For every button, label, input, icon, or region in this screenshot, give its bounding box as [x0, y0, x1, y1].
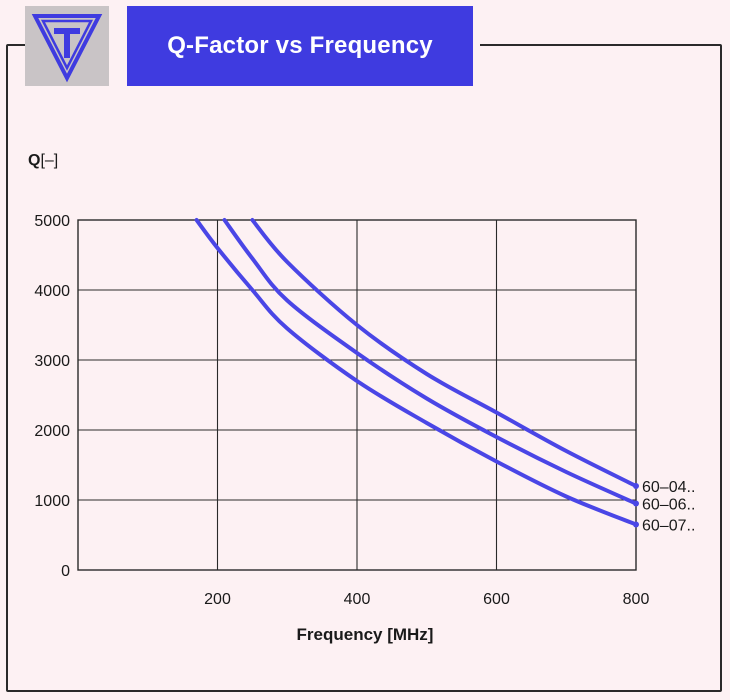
chart-title: Q-Factor vs Frequency — [127, 6, 473, 86]
y-tick-label: 3000 — [34, 353, 70, 370]
series-end-point — [633, 483, 639, 489]
y-tick-label: 1000 — [34, 493, 70, 510]
x-tick-label: 800 — [623, 591, 650, 608]
series-line — [222, 218, 638, 506]
x-tick-label: 400 — [344, 591, 371, 608]
company-logo — [25, 6, 109, 86]
series-label: 60–07.. — [642, 518, 695, 535]
y-tick-label: 0 — [61, 563, 70, 580]
x-tick-label: 200 — [204, 591, 231, 608]
frame-gap — [108, 42, 128, 46]
x-axis-label: Frequency [MHz] — [297, 625, 434, 644]
y-axis-label: Q[–] — [28, 152, 58, 169]
y-tick-label: 4000 — [34, 283, 70, 300]
series-label: 60–06.. — [642, 497, 695, 514]
frame-gap — [472, 42, 480, 46]
x-tick-label: 600 — [483, 591, 510, 608]
series-end-point — [633, 521, 639, 528]
series-end-point — [633, 500, 639, 507]
triangle-t-logo-icon — [31, 14, 103, 83]
series-line — [194, 218, 638, 527]
series-line — [250, 218, 638, 488]
y-tick-label: 5000 — [34, 213, 70, 230]
series-label: 60–04.. — [642, 479, 695, 496]
y-tick-label: 2000 — [34, 423, 70, 440]
